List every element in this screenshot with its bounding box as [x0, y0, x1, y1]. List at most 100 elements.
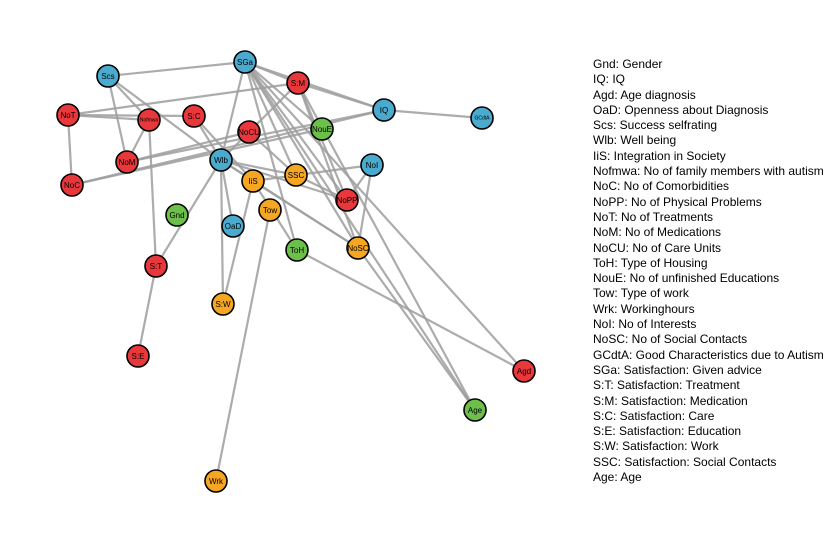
- node-label: Wrk: [209, 477, 224, 486]
- legend-entry: Wrk: Workinghours: [593, 301, 695, 316]
- node-nosc[interactable]: NoSC: [346, 236, 370, 260]
- edge-SGa-SSC: [243, 61, 298, 176]
- node-circle: [165, 203, 189, 227]
- node-noc[interactable]: NoC: [60, 173, 84, 197]
- node-circle: [211, 292, 235, 316]
- legend-entry: Wlb: Well being: [593, 133, 677, 148]
- edge-IiS-NoSC: [252, 180, 359, 249]
- node-age[interactable]: Age: [463, 398, 487, 422]
- node-label: NoCU: [238, 128, 260, 137]
- node-scs[interactable]: Scs: [96, 64, 120, 88]
- edge-Scs-SGa: [107, 60, 246, 78]
- node-circle: [372, 98, 396, 122]
- edge-SM-NoSC: [296, 82, 360, 249]
- node-circle: [182, 104, 206, 128]
- node-label: Scs: [101, 72, 114, 81]
- node-nofmwa[interactable]: Nofmwa: [137, 108, 161, 132]
- legend-entry: S:C: Satisfaction: Care: [593, 408, 715, 423]
- edge-ToH-Agd: [296, 249, 525, 372]
- legend-entry: NoM: No of Medications: [593, 225, 722, 240]
- node-agd[interactable]: Agd: [512, 359, 536, 383]
- node-oad[interactable]: OaD: [221, 214, 245, 238]
- node-circle: [286, 71, 310, 95]
- edge-Nofmwa-ST: [147, 119, 158, 267]
- node-circle: [360, 153, 384, 177]
- node-tow[interactable]: Tow: [258, 198, 282, 222]
- node-circle: [209, 148, 233, 172]
- node-circle: [284, 163, 308, 187]
- node-label: IiS: [248, 177, 257, 186]
- node-noue[interactable]: NouE: [310, 117, 334, 141]
- legend-entry: OaD: Openness about Diagnosis: [593, 102, 769, 117]
- edge-Wlb-SSC: [220, 158, 297, 177]
- legend-entry: NoCU: No of Care Units: [593, 240, 722, 255]
- legend-entry: Tow: Type of work: [593, 286, 689, 301]
- node-circle: [96, 64, 120, 88]
- node-noi[interactable]: NoI: [360, 153, 384, 177]
- legend-entry: NouE: No of unfinished Educations: [593, 271, 780, 286]
- edge-NouE-NoC: [71, 127, 323, 187]
- node-label: SSC: [288, 171, 305, 180]
- node-circle: [346, 236, 370, 260]
- edge-NoI-IiS: [252, 163, 373, 183]
- node-iis[interactable]: IiS: [241, 169, 265, 193]
- legend-entry: ToH: Type of Housing: [593, 255, 708, 270]
- node-label: S:M: [291, 79, 306, 88]
- edge-NoCU-NoM: [126, 130, 250, 164]
- node-st[interactable]: S:T: [144, 254, 168, 278]
- node-label: NouE: [312, 125, 332, 134]
- node-wrk[interactable]: Wrk: [204, 469, 228, 493]
- node-circle: [310, 117, 334, 141]
- legend-entry: SGa: Satisfaction: Given advice: [593, 362, 762, 377]
- node-circle: [144, 254, 168, 278]
- legend-entry: S:M: Satisfaction: Medication: [593, 393, 748, 408]
- node-ssc[interactable]: SSC: [284, 163, 308, 187]
- legend-entry: Age: Age: [593, 470, 642, 485]
- node-toh[interactable]: ToH: [285, 238, 309, 262]
- legend-entry: IiS: Integration in Society: [593, 148, 726, 163]
- node-sga[interactable]: SGa: [233, 50, 257, 74]
- node-sm[interactable]: S:M: [286, 71, 310, 95]
- node-label: Tow: [263, 206, 277, 215]
- edge-ST-SE: [136, 265, 158, 357]
- node-iq[interactable]: IQ: [372, 98, 396, 122]
- node-label: NoPP: [337, 196, 358, 205]
- legend-entry: NoC: No of Comorbidities: [593, 179, 730, 194]
- node-label: IQ: [380, 106, 388, 115]
- node-label: ToH: [290, 246, 304, 255]
- legend-entry: Scs: Success selfrating: [593, 118, 718, 133]
- node-gnd[interactable]: Gnd: [165, 203, 189, 227]
- legend-entry: S:E: Satisfaction: Education: [593, 424, 742, 439]
- node-not[interactable]: NoT: [56, 103, 80, 127]
- edge-SGa-Wlb: [219, 61, 247, 161]
- node-nocu[interactable]: NoCU: [237, 120, 261, 144]
- node-label: Age: [468, 406, 483, 415]
- edge-SM-NoT: [67, 81, 299, 117]
- legend: Gnd: Gender IQ: IQ Agd: Age diagnosis OaD: …: [593, 57, 830, 485]
- legend-entry: Nofmwa: No of family members with autism: [593, 164, 824, 179]
- legend-entry: NoSC: No of Social Contacts: [593, 332, 748, 347]
- node-circle: [512, 359, 536, 383]
- edge-IQ-GCdtA: [383, 108, 483, 120]
- node-nopp[interactable]: NoPP: [335, 188, 359, 212]
- node-circle: [204, 469, 228, 493]
- node-gcdta[interactable]: GCdtA: [470, 106, 494, 130]
- edge-SGa-NoSC: [244, 61, 359, 249]
- node-sc[interactable]: S:C: [182, 104, 206, 128]
- legend-entry: S:W: Satisfaction: Work: [593, 439, 719, 454]
- node-circle: [258, 198, 282, 222]
- legend-entry: NoT: No of Treatments: [593, 209, 714, 224]
- legend-entry: Gnd: Gender: [593, 57, 663, 71]
- node-wlb[interactable]: Wlb: [209, 148, 233, 172]
- edge-SGa-NouE: [244, 61, 323, 130]
- node-nom[interactable]: NoM: [115, 150, 139, 174]
- node-circle: [237, 120, 261, 144]
- node-label: NoM: [119, 158, 136, 167]
- node-se[interactable]: S:E: [126, 344, 150, 368]
- node-circle: [233, 50, 257, 74]
- node-label: OaD: [225, 222, 242, 231]
- node-label: NoT: [60, 111, 75, 120]
- edge-SM-NoPP: [296, 82, 349, 201]
- node-sw[interactable]: S:W: [211, 292, 235, 316]
- node-label: NoC: [64, 181, 80, 190]
